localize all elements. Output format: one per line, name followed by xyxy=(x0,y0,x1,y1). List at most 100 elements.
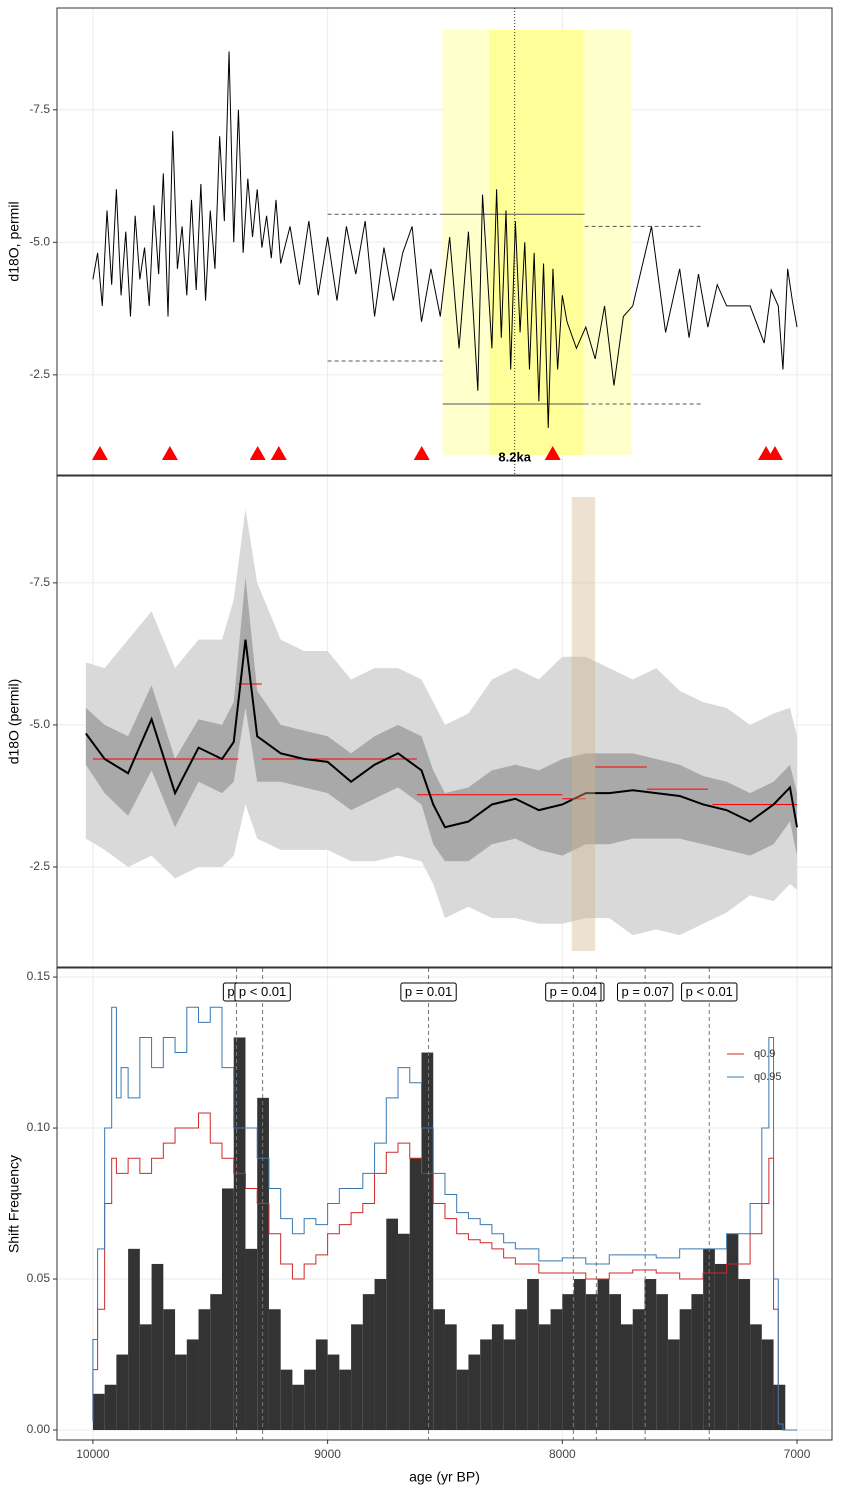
y-tick-label: -7.5 xyxy=(29,102,50,116)
histogram-bar xyxy=(398,1233,410,1431)
histogram-bar xyxy=(128,1248,140,1431)
y-axis-label: d18O (permil) xyxy=(6,679,22,765)
age-marker xyxy=(544,446,561,460)
histogram-bar xyxy=(714,1263,727,1431)
histogram-bar xyxy=(562,1294,575,1431)
y-tick-label: -5.0 xyxy=(29,717,50,731)
histogram-bar xyxy=(491,1324,504,1431)
p-value-label: p = 0.01 xyxy=(405,984,452,999)
y-tick-label: -5.0 xyxy=(29,234,50,248)
legend-label: q0.9 xyxy=(754,1048,775,1060)
histogram-bar xyxy=(315,1339,328,1431)
histogram-bar xyxy=(221,1188,234,1431)
histogram-bar xyxy=(116,1354,129,1431)
y-axis-label: Shift Frequency xyxy=(6,1155,22,1253)
y-axis-label: d18O, permil xyxy=(6,201,22,281)
histogram-bar xyxy=(92,1393,105,1431)
histogram-bar xyxy=(644,1279,657,1431)
quantile-line xyxy=(92,1006,798,1431)
histogram-bar xyxy=(515,1309,528,1431)
p-value-label: p < 0.01 xyxy=(239,984,286,999)
histogram-bar xyxy=(421,1052,434,1431)
histogram-bar xyxy=(339,1369,352,1431)
p-value-label: p = 0.04 xyxy=(550,984,597,999)
histogram-bar xyxy=(609,1294,621,1431)
age-marker xyxy=(270,446,287,460)
p-value-box xyxy=(400,982,457,1002)
histogram-bar xyxy=(104,1384,117,1431)
histogram-bar xyxy=(679,1309,692,1431)
histogram-bar xyxy=(139,1324,152,1431)
p-value-box xyxy=(616,982,674,1002)
quantile-line xyxy=(92,1112,798,1431)
histogram-bar xyxy=(468,1354,481,1431)
histogram-bar xyxy=(456,1369,469,1431)
histogram-bar xyxy=(773,1384,786,1431)
histogram-bar xyxy=(304,1369,316,1431)
histogram-bar xyxy=(632,1309,645,1431)
histogram-bar xyxy=(280,1369,293,1431)
age-marker xyxy=(249,446,266,460)
data-line xyxy=(92,51,798,428)
histogram-bar xyxy=(691,1294,704,1431)
histogram-bar xyxy=(186,1339,199,1431)
histogram-bar xyxy=(198,1309,211,1431)
y-tick-label: 0.05 xyxy=(27,1271,51,1285)
y-tick-label: 0.15 xyxy=(27,969,51,983)
panel: 8.2ka -7.5 -5.0 -2.5 d18O, permil xyxy=(6,7,833,476)
y-tick-label: -2.5 xyxy=(29,367,50,381)
x-tick-label: 10000 xyxy=(76,1447,110,1461)
histogram-bar xyxy=(538,1324,551,1431)
histogram-bar xyxy=(292,1384,305,1431)
panel: 0.00 0.05 0.10 0.15 10000 9000 8000 7000 Shift F… xyxy=(6,967,833,1485)
y-tick-label: 0.00 xyxy=(27,1422,51,1436)
highlight-band xyxy=(489,30,584,455)
p-value-box xyxy=(545,982,602,1002)
age-marker xyxy=(161,446,178,460)
age-marker xyxy=(766,446,783,460)
x-tick-label: 8000 xyxy=(549,1447,576,1461)
histogram-bar xyxy=(210,1294,222,1431)
histogram-bar xyxy=(750,1324,762,1431)
highlight-band xyxy=(571,497,596,951)
panel: -7.5 -5.0 -2.5 d18O (permil) xyxy=(6,475,833,968)
histogram-bar xyxy=(268,1309,281,1431)
histogram-bar xyxy=(480,1339,492,1431)
plot-area: 8.2ka xyxy=(57,8,832,475)
histogram-bar xyxy=(433,1309,445,1431)
plot-area xyxy=(57,968,832,1440)
x-axis-label: age (yr BP) xyxy=(409,1469,480,1485)
legend-label: q0.95 xyxy=(754,1071,782,1083)
x-tick-label: 7000 xyxy=(784,1447,811,1461)
histogram-bar xyxy=(175,1354,187,1431)
panel-border xyxy=(56,475,833,968)
panel-border xyxy=(56,7,833,476)
histogram-bar xyxy=(374,1279,387,1431)
histogram-bar xyxy=(327,1354,340,1431)
p-value-box xyxy=(681,982,738,1002)
inner-ribbon xyxy=(85,577,798,862)
panel-border xyxy=(56,967,833,1441)
histogram-bar xyxy=(245,1248,258,1431)
histogram-bar xyxy=(667,1339,680,1431)
y-tick-label: 0.10 xyxy=(27,1120,51,1134)
x-tick-label: 9000 xyxy=(314,1447,341,1461)
histogram-bar xyxy=(656,1294,668,1431)
histogram-bar xyxy=(362,1294,375,1431)
histogram-bar xyxy=(738,1279,751,1431)
histogram-bar xyxy=(233,1037,246,1431)
histogram-bar xyxy=(550,1309,563,1431)
histogram-bar xyxy=(620,1324,633,1431)
plot-area xyxy=(57,476,832,967)
histogram-bar xyxy=(574,1279,586,1431)
histogram-bar xyxy=(163,1309,176,1431)
y-tick-label: -7.5 xyxy=(29,575,50,589)
histogram-bar xyxy=(503,1339,516,1431)
p-value-label: p < 0.01 xyxy=(686,984,733,999)
y-tick-label: -2.5 xyxy=(29,859,50,873)
histogram-bar xyxy=(761,1339,774,1431)
histogram-bar xyxy=(726,1233,739,1431)
histogram-bar xyxy=(527,1279,539,1431)
age-marker xyxy=(91,446,108,460)
